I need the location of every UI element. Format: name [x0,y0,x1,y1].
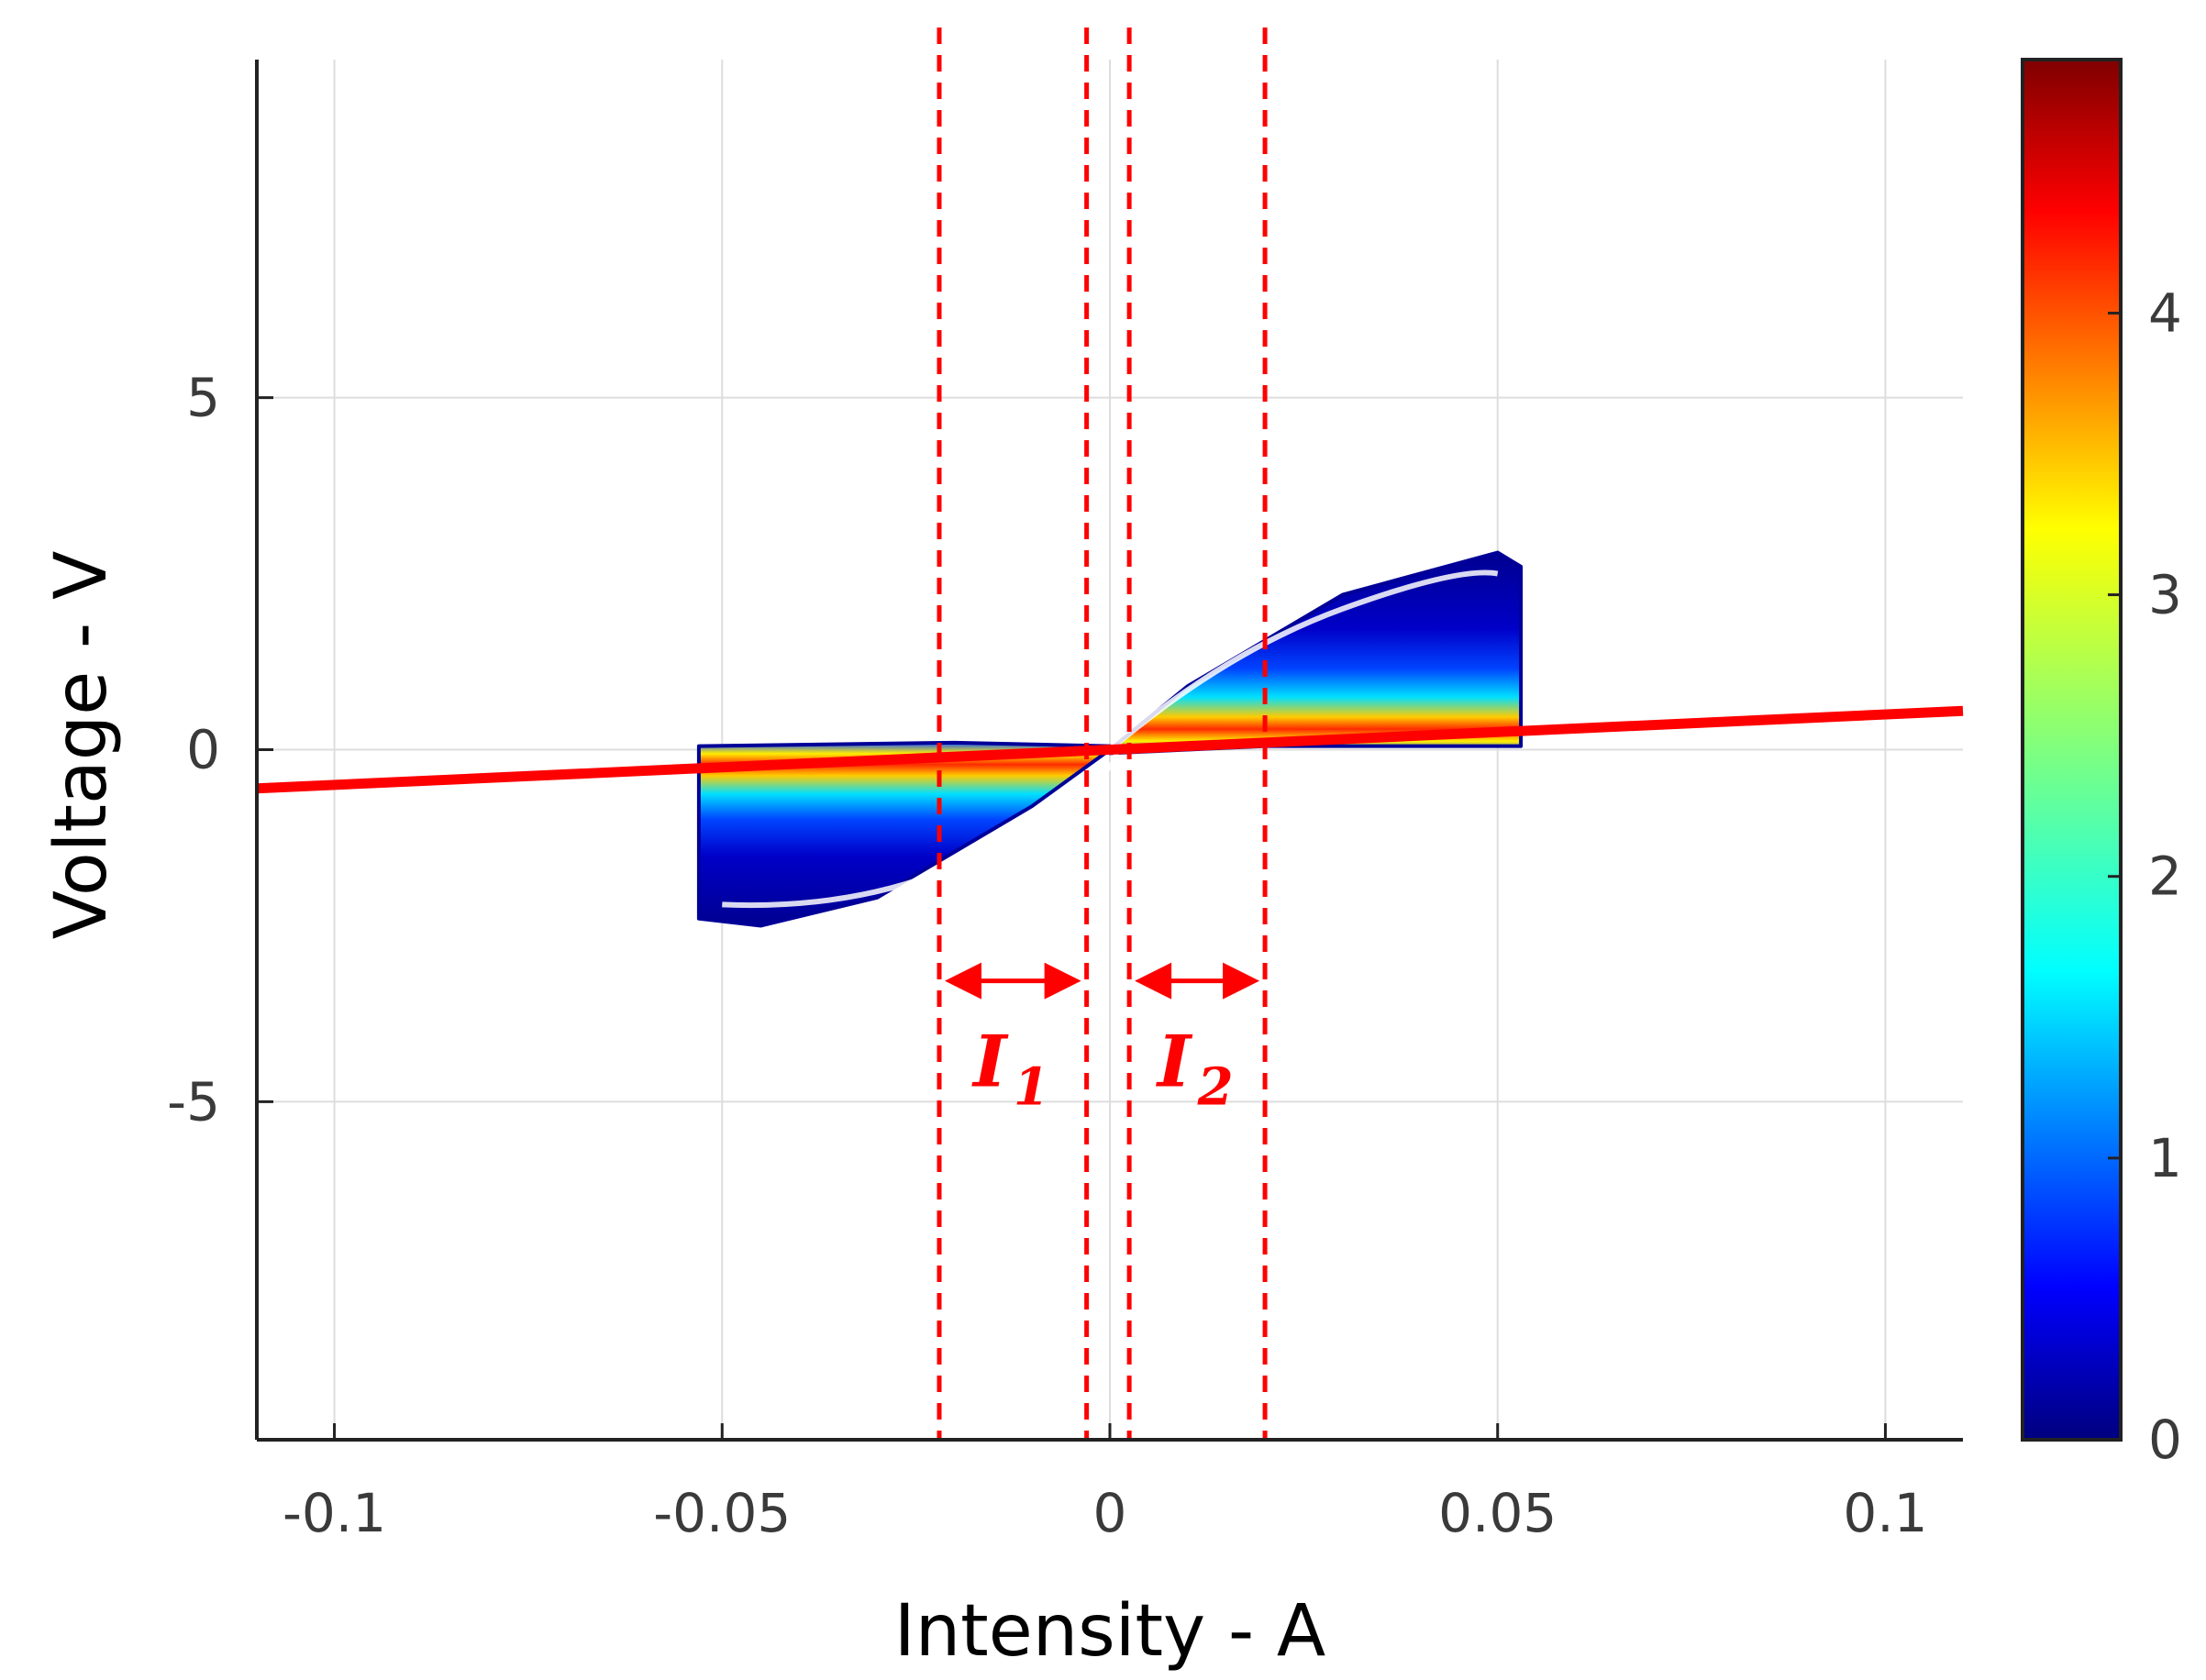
y-tick-label-2: 5 [186,367,220,429]
annotation-subscript-2: 2 [1197,1057,1234,1118]
colorbar-tick-label-4: 4 [2148,282,2182,344]
colorbar-tick-label-2: 2 [2148,846,2182,908]
x-tick-label-4: 0.1 [1843,1482,1927,1544]
annotation-arrowhead-left-1 [945,962,981,1000]
x-tick-label-0: -0.1 [283,1482,386,1544]
y-axis-title: Voltage - V [40,551,123,940]
annotation-arrowhead-right-1 [1044,962,1081,1000]
fit-line [256,705,1964,794]
hysteresis-trace-upper [1108,569,1499,752]
x-tick-label-2: 0 [1093,1482,1127,1544]
y-tick-label-0: -5 [167,1070,220,1133]
colorbar-tick-label-0: 0 [2148,1409,2182,1471]
density-region-right [1108,550,1524,756]
colorbar-bar [2021,58,2123,1442]
colorbar: 0 1 2 3 4 [2021,58,2182,1471]
annotation-label-1: I [971,1021,1009,1104]
x-tick-label-3: 0.05 [1438,1482,1557,1544]
axis-titles: Intensity - A Voltage - V [40,551,1325,1673]
fit-line-layer [256,705,1964,794]
hysteresis-trace-lower [722,746,1119,909]
colorbar-tick-label-3: 3 [2148,564,2182,626]
annotation-arrowhead-right-2 [1223,962,1260,1000]
annotation-label-2: I [1156,1021,1193,1104]
y-tick-label-1: 0 [186,719,220,781]
annotation-subscript-1: 1 [1014,1057,1049,1118]
annotation-arrowhead-left-2 [1135,962,1172,1000]
axes: -0.1 -0.05 0 0.05 0.1 -5 0 5 [167,60,1963,1544]
x-axis-title: Intensity - A [894,1590,1326,1673]
density-region-left [696,740,1112,928]
x-tick-label-1: -0.05 [653,1482,791,1544]
colorbar-tick-label-1: 1 [2148,1127,2182,1189]
guide-lines [937,28,1268,1440]
